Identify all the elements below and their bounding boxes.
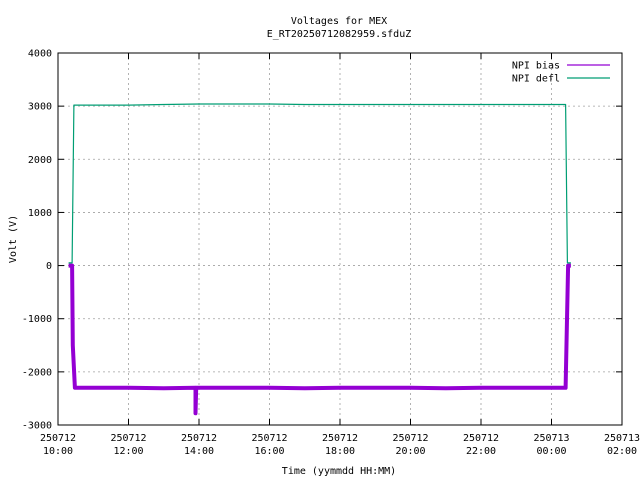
x-tick-date-label: 250712 <box>392 433 428 444</box>
x-tick-time-label: 00:00 <box>536 446 566 457</box>
y-tick-label: 2000 <box>28 155 52 166</box>
plot-frame <box>57 52 623 426</box>
legend-label: NPI defl <box>512 74 560 85</box>
series-line-npi-bias <box>68 263 571 416</box>
y-axis-label: Volt (V) <box>8 215 19 263</box>
x-tick-time-label: 02:00 <box>607 446 637 457</box>
x-tick-time-label: 18:00 <box>325 446 355 457</box>
x-tick-date-label: 250712 <box>251 433 287 444</box>
x-tick-time-label: 16:00 <box>254 446 284 457</box>
x-tick-time-label: 22:00 <box>466 446 496 457</box>
x-tick-time-label: 10:00 <box>43 446 73 457</box>
legend-label: NPI bias <box>512 61 560 72</box>
grid <box>58 53 622 425</box>
y-tick-label: 0 <box>46 261 52 272</box>
x-axis-label: Time (yymmdd HH:MM) <box>282 466 396 477</box>
y-tick-label: -2000 <box>22 367 52 378</box>
x-tick-date-label: 250712 <box>40 433 76 444</box>
x-tick-date-label: 250713 <box>604 433 640 444</box>
y-tick-label: -3000 <box>22 421 52 432</box>
x-tick-date-label: 250712 <box>110 433 146 444</box>
x-tick-time-label: 12:00 <box>113 446 143 457</box>
chart-title: Voltages for MEX <box>291 16 387 27</box>
y-tick-label: 4000 <box>28 49 52 60</box>
legend: NPI bias NPI defl <box>512 61 610 85</box>
x-tick-date-label: 250713 <box>533 433 569 444</box>
x-tick-date-label: 250712 <box>322 433 358 444</box>
x-tick-time-label: 14:00 <box>184 446 214 457</box>
y-tick-label: 3000 <box>28 102 52 113</box>
x-tick-time-label: 20:00 <box>395 446 425 457</box>
x-tick-date-label: 250712 <box>181 433 217 444</box>
chart-subtitle: E_RT20250712082959.sfduZ <box>267 29 412 40</box>
series-layer <box>68 103 571 416</box>
x-ticks: 250712 10:00 250712 12:00 250712 14:00 250712 1… <box>40 53 640 457</box>
y-tick-label: 1000 <box>28 208 52 219</box>
series-line-npi-defl <box>68 103 571 264</box>
x-tick-date-label: 250712 <box>463 433 499 444</box>
y-tick-label: -1000 <box>22 314 52 325</box>
y-ticks: 4000 3000 2000 1000 0 -1000 -2000 -3000 <box>22 49 622 432</box>
